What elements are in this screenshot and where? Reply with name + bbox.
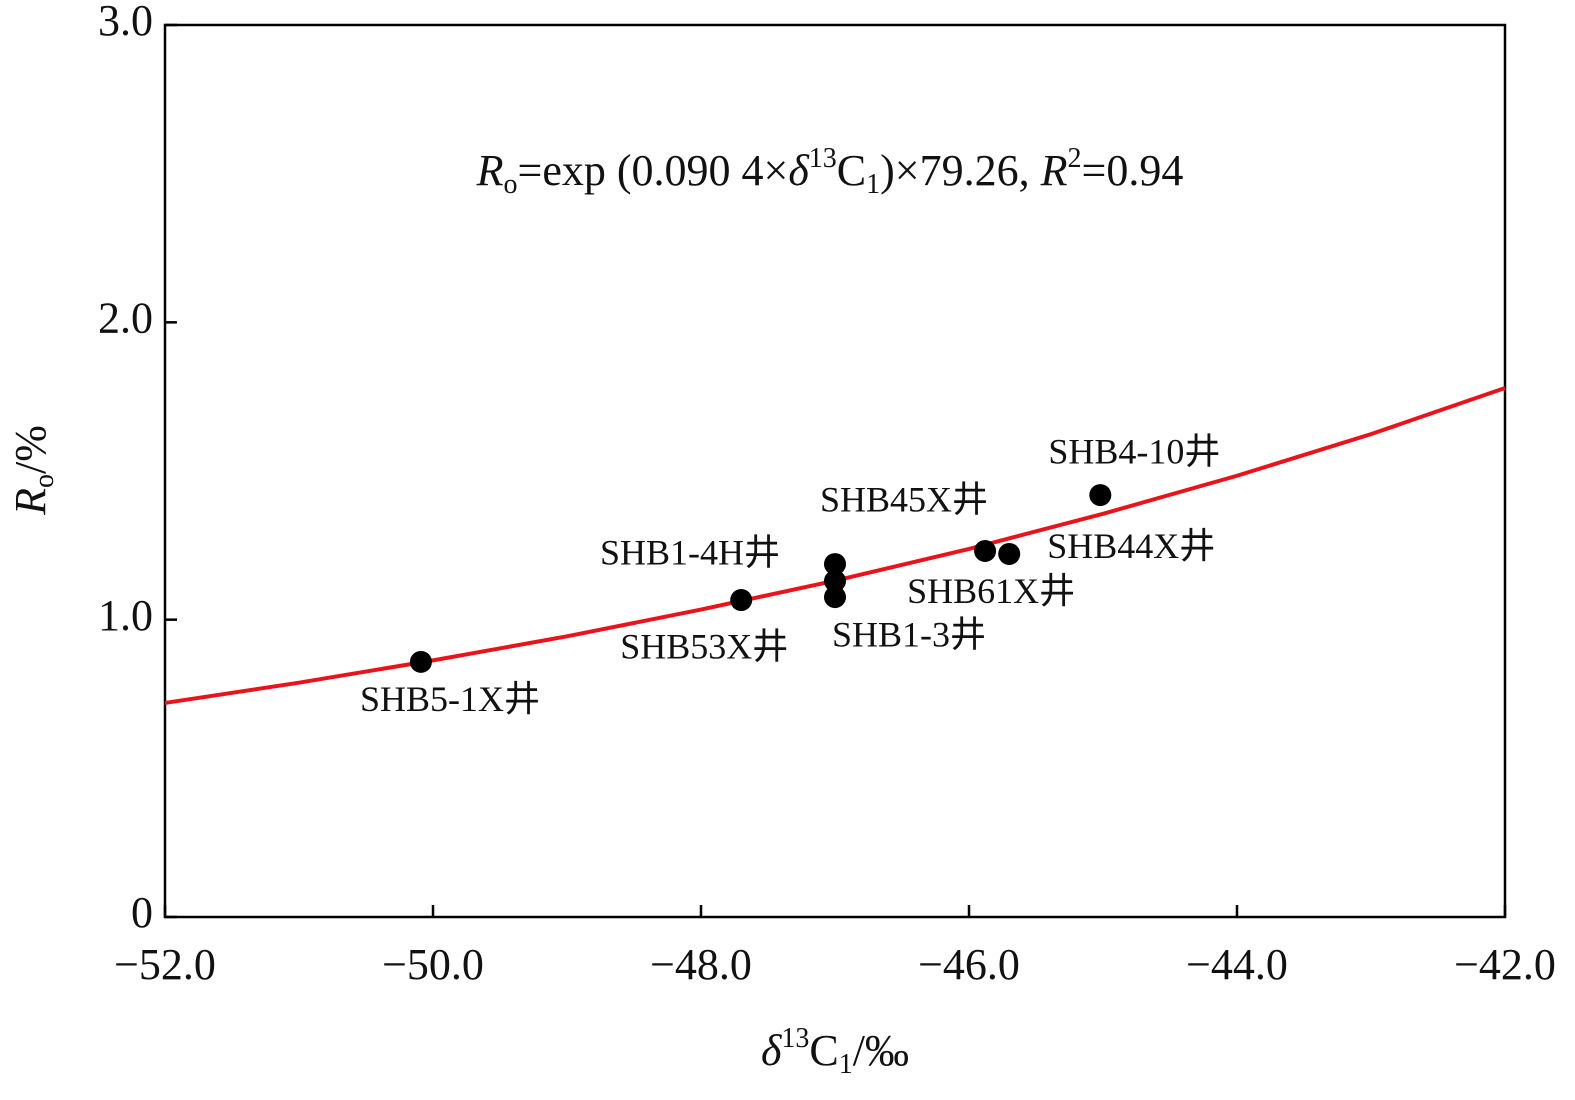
point-label: SHB4-10井 xyxy=(1048,431,1220,471)
data-point xyxy=(824,553,846,576)
point-label: SHB1-3井 xyxy=(832,614,986,654)
fit-curve xyxy=(164,386,1506,705)
x-tick-label: −48.0 xyxy=(650,940,752,989)
eq-part: =0.94 xyxy=(1082,146,1184,195)
eq-part: )×79.26, xyxy=(880,146,1040,195)
x-tick-label: −42.0 xyxy=(1454,940,1556,989)
point-label: SHB45X井 xyxy=(820,479,988,519)
x-title-part: /‰ xyxy=(853,1026,909,1075)
y-tick-label: 2.0 xyxy=(98,293,153,342)
x-title-part: C xyxy=(809,1026,838,1075)
data-point xyxy=(409,650,432,673)
data-point xyxy=(974,539,997,562)
point-label: SHB5-1X井 xyxy=(360,679,540,719)
eq-part: 2 xyxy=(1068,143,1082,174)
eq-part: o xyxy=(504,169,518,200)
y-title-part: R xyxy=(6,488,55,516)
y-title-part: o xyxy=(29,474,60,488)
x-tick-label: −46.0 xyxy=(918,940,1020,989)
y-axis-title: Ro/% xyxy=(6,425,60,516)
x-title-part: δ xyxy=(761,1026,783,1075)
x-title-part: 13 xyxy=(781,1023,809,1054)
y-title-part: /% xyxy=(6,425,55,474)
y-tick-label: 0 xyxy=(131,888,153,937)
x-tick-label: −44.0 xyxy=(1186,940,1288,989)
x-tick-label: −52.0 xyxy=(114,940,216,989)
data-point xyxy=(824,586,846,609)
x-axis-title: δ13C1/‰ xyxy=(761,1023,909,1080)
y-tick-label: 3.0 xyxy=(98,0,153,45)
data-point xyxy=(998,542,1021,565)
equation: Ro=exp (0.090 4×δ13C1)×79.26, R2=0.94 xyxy=(476,143,1184,200)
x-tick-label: −50.0 xyxy=(382,940,484,989)
point-label: SHB1-4H井 xyxy=(600,532,780,572)
eq-part: 13 xyxy=(809,143,837,174)
eq-part: =exp (0.090 4× xyxy=(518,146,789,195)
eq-part: R xyxy=(476,146,504,195)
x-title-part: 1 xyxy=(839,1049,853,1080)
eq-part: 1 xyxy=(866,169,880,200)
data-point xyxy=(824,570,846,593)
eq-part: δ xyxy=(788,146,810,195)
data-point xyxy=(730,589,753,612)
point-label: SHB44X井 xyxy=(1047,526,1215,566)
point-label: SHB53X井 xyxy=(620,626,788,666)
plot-frame xyxy=(163,23,1507,919)
eq-part: R xyxy=(1040,146,1068,195)
eq-part: C xyxy=(837,146,866,195)
point-label: SHB61X井 xyxy=(907,571,1075,611)
y-tick-label: 1.0 xyxy=(98,591,153,640)
data-point xyxy=(1089,484,1112,507)
